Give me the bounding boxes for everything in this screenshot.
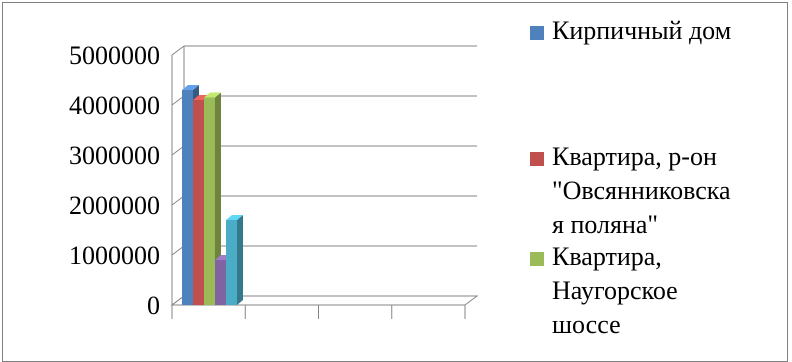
bar-chart: 0 1000000 2000000 3000000 4000000 5000000 xyxy=(69,41,479,320)
legend-label: Кирпичный дом xyxy=(552,16,732,45)
legend-label: Квартира, р-он "Овсянниковска я поляна" xyxy=(552,142,731,239)
legend-label: Квартира, Наугорское шоссе xyxy=(552,242,678,339)
legend-item: Квартира, Наугорское шоссе xyxy=(530,240,792,342)
y-tick-label: 3000000 xyxy=(69,141,160,170)
gridline-wall xyxy=(171,45,185,56)
y-tick-label: 4000000 xyxy=(69,91,160,120)
legend-swatch xyxy=(530,152,544,166)
y-tick-label: 0 xyxy=(147,291,160,320)
y-tick-label: 2000000 xyxy=(69,191,160,220)
y-tick-label: 5000000 xyxy=(69,41,160,70)
legend-item: Кирпичный дом xyxy=(530,14,792,48)
bar-series-5 xyxy=(226,215,243,305)
legend-item: Квартира, р-он "Овсянниковска я поляна" xyxy=(530,140,792,242)
bar-квартира-наугорское-шоссе xyxy=(204,92,221,305)
y-tick-label: 1000000 xyxy=(69,241,160,270)
legend-swatch xyxy=(530,252,544,266)
legend-swatch xyxy=(530,26,544,40)
